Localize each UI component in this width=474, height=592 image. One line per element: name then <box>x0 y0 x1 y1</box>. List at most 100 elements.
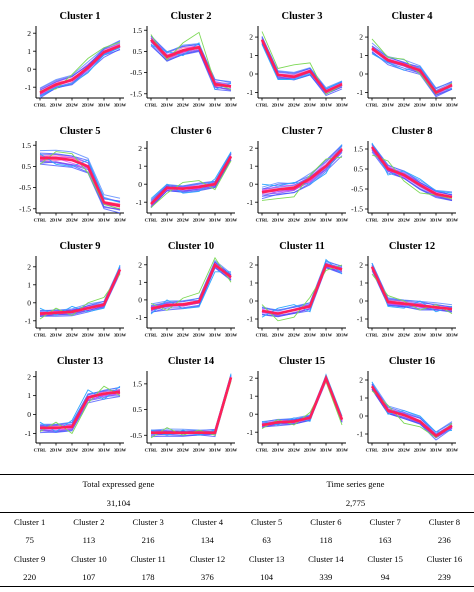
gene-profile-line <box>261 374 343 423</box>
gene-profile-line <box>150 35 232 83</box>
x-tick-label: 3D3W <box>225 218 238 223</box>
gene-profile-line <box>150 379 232 437</box>
x-tick-label: 3D3W <box>114 333 127 338</box>
y-tick-label: 0.5 <box>22 162 32 171</box>
cluster-label: Cluster 6 <box>296 511 356 532</box>
x-tick-label: 3D1W <box>98 333 111 338</box>
x-tick-label: 2D3W <box>193 333 206 338</box>
x-tick-label: 2D2W <box>177 448 190 453</box>
x-tick-label: 3D3W <box>446 333 459 338</box>
cluster-label: Cluster 14 <box>308 553 344 564</box>
y-tick-label: -1 <box>25 83 31 92</box>
x-tick-label: 2D3W <box>193 103 206 108</box>
x-tick-label: 3D1W <box>209 448 222 453</box>
gene-profile-line <box>371 148 453 198</box>
x-tick-label: 3D3W <box>114 218 127 223</box>
gene-profile-line <box>150 378 232 434</box>
cluster-count: 104 <box>237 567 297 588</box>
y-tick-label: -0.5 <box>130 68 142 77</box>
cluster-panel: Cluster 15 -1 0 1 2 CTRL 2D1W 2D2W 2D3W 3D1W 3D3W <box>247 356 349 453</box>
gene-profile-line <box>261 262 343 312</box>
x-tick-label: 2D3W <box>82 333 95 338</box>
gene-profile-line <box>39 267 121 312</box>
outlier-profile-line <box>39 385 121 433</box>
x-tick-label: 2D2W <box>66 333 79 338</box>
x-tick-label: 2D1W <box>161 103 174 108</box>
outlier-profile-line <box>261 44 343 90</box>
outlier-profile-line <box>39 385 121 435</box>
y-tick-label: 1 <box>138 278 142 287</box>
x-tick-label: 2D3W <box>304 448 317 453</box>
x-tick-label: 3D1W <box>209 103 222 108</box>
y-tick-label: -1 <box>357 88 363 97</box>
gene-profile-line <box>39 265 121 312</box>
y-tick-label: 0 <box>27 298 31 307</box>
panel-title: Cluster 1 <box>60 11 101 22</box>
x-tick-label: CTRL <box>366 448 379 453</box>
cluster-label: Cluster 16 <box>426 553 463 564</box>
x-tick-label: 3D3W <box>446 103 459 108</box>
y-tick-label: 2 <box>249 33 253 42</box>
outlier-profile-line <box>39 41 121 92</box>
y-tick-label: -1 <box>25 316 31 325</box>
y-tick-label: 2 <box>359 261 363 270</box>
gene-profile-line <box>371 262 453 308</box>
cluster-count: 376 <box>177 567 237 588</box>
cluster-panel: Cluster 16 -1 0 1 2 CTRL 2D1W 2D2W 2D3W 3D1W 3D3W <box>357 356 459 453</box>
table-row: Cluster 9 Cluster 10 Cluster 11 Cluster … <box>0 550 474 568</box>
x-tick-label: 2D3W <box>414 103 427 108</box>
x-tick-label: 2D3W <box>304 333 317 338</box>
cluster-count: 339 <box>296 567 356 588</box>
x-tick-label: 2D2W <box>398 218 411 223</box>
cluster-count: 118 <box>319 535 333 546</box>
y-tick-label: -1 <box>247 428 253 437</box>
gene-profile-line <box>150 379 232 435</box>
x-tick-label: 2D2W <box>66 103 79 108</box>
total-expressed-value: 31,104 <box>106 497 131 508</box>
y-tick-label: 1 <box>359 279 363 288</box>
gene-profile-line <box>150 379 232 438</box>
mean-profile-line <box>260 39 343 94</box>
x-tick-label: 2D1W <box>50 448 63 453</box>
x-tick-label: CTRL <box>145 103 158 108</box>
x-tick-label: 2D2W <box>288 103 301 108</box>
x-tick-label: 3D3W <box>114 448 127 453</box>
y-tick-label: -0.5 <box>130 431 142 440</box>
x-tick-label: CTRL <box>256 448 269 453</box>
y-tick-label: 1.5 <box>354 145 364 154</box>
x-tick-label: 2D1W <box>161 448 174 453</box>
y-tick-label: 1 <box>249 392 253 401</box>
gene-profile-line <box>40 266 121 311</box>
outlier-profile-line <box>150 271 231 315</box>
y-tick-label: -1 <box>247 198 253 207</box>
x-tick-label: 2D1W <box>272 448 285 453</box>
panel-title: Cluster 5 <box>60 126 101 137</box>
x-tick-label: 2D2W <box>288 218 301 223</box>
gene-profile-line <box>371 144 453 198</box>
x-tick-label: 3D3W <box>225 448 238 453</box>
gene-profile-line <box>371 385 453 437</box>
mean-profile-line <box>261 263 343 315</box>
panel-title: Cluster 11 <box>279 241 325 252</box>
outlier-profile-line <box>261 156 343 201</box>
time-series-value: 2,775 <box>345 497 366 508</box>
y-tick-label: 0 <box>27 410 31 419</box>
x-tick-label: 2D1W <box>272 333 285 338</box>
cluster-count: 216 <box>141 535 155 546</box>
mean-profile-line <box>261 148 343 194</box>
cluster-count: 178 <box>118 567 178 588</box>
x-tick-label: 3D3W <box>225 333 238 338</box>
y-tick-label: 1 <box>27 280 31 289</box>
gene-profile-line <box>371 146 453 199</box>
x-tick-label: CTRL <box>34 448 47 453</box>
x-tick-label: 2D1W <box>161 333 174 338</box>
x-tick-label: 3D3W <box>336 448 349 453</box>
gene-profile-line <box>150 157 232 208</box>
gene-profile-line <box>150 377 232 434</box>
x-tick-label: 2D2W <box>288 333 301 338</box>
x-tick-label: CTRL <box>366 218 379 223</box>
mean-profile-line <box>40 156 121 207</box>
x-tick-label: 3D1W <box>320 103 333 108</box>
cluster-count: 236 <box>437 535 451 546</box>
